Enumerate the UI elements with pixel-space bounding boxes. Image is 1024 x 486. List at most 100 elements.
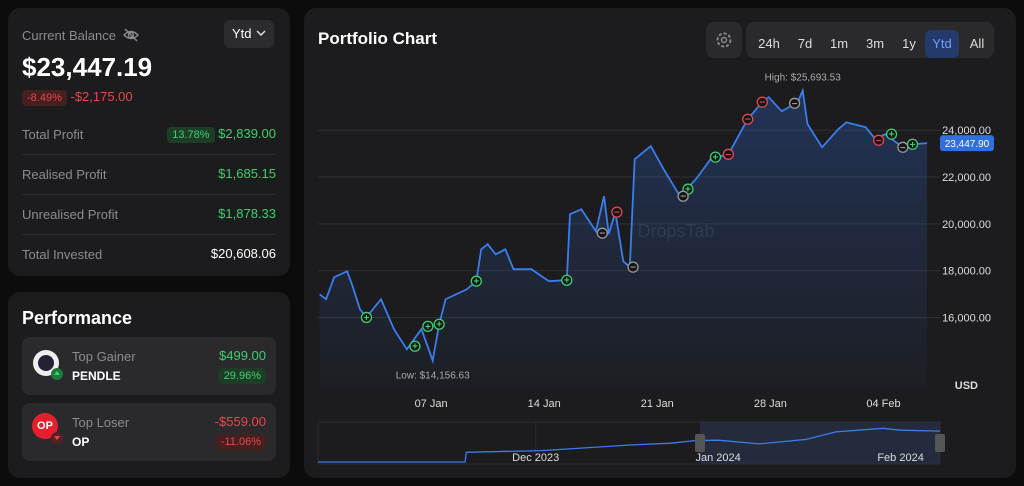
area: [319, 90, 928, 390]
metric-row: Total Profit 13.78% $2,839.00: [22, 114, 276, 155]
asset-name: OP: [72, 435, 90, 449]
trade-symbol: +: [713, 153, 719, 164]
card-value: $499.00: [219, 348, 266, 363]
range-button[interactable]: 24h: [758, 36, 780, 51]
trade-marker: [433, 318, 445, 330]
card-label: Top Loser: [72, 415, 130, 430]
metric-badge: 13.78%: [167, 127, 215, 143]
trade-symbol: −: [680, 192, 686, 203]
trade-marker: [360, 311, 373, 324]
annotation: Low: $14,156.63: [396, 371, 470, 382]
navigator-label: Dec 2023: [512, 452, 559, 464]
trade-marker: [561, 274, 573, 286]
trade-marker: [722, 148, 735, 160]
metric-value: $20,608.06: [210, 246, 276, 261]
trade-symbol: −: [876, 136, 882, 147]
metric-value: $2,839.00: [218, 126, 276, 141]
y-tick-label: 24,000.00: [942, 125, 991, 137]
navigator-window: [700, 422, 940, 464]
metric-row: Realised Profit $1,685.15: [22, 154, 276, 195]
trade-marker: [409, 340, 421, 352]
metric-label: Total Profit: [22, 127, 84, 142]
gear-icon: [716, 32, 732, 48]
performance-panel: Performance Top Gainer PENDLE $499.00 29…: [8, 292, 290, 478]
range-button[interactable]: All: [969, 36, 985, 51]
card-value: -$559.00: [214, 414, 266, 429]
navigator-line: [318, 427, 941, 463]
trade-symbol: −: [614, 208, 620, 219]
trade-symbol: +: [889, 130, 895, 141]
metric-value: $1,685.15: [218, 166, 276, 181]
asset-name: PENDLE: [72, 369, 121, 383]
metric-row: Unrealised Profit $1,878.33: [22, 194, 276, 235]
asset-icon: [33, 350, 63, 380]
range-button[interactable]: 1y: [902, 36, 916, 51]
trade-marker: [742, 113, 754, 125]
trade-marker: [756, 96, 768, 108]
trade-symbol: −: [745, 115, 751, 126]
trade-marker: [885, 128, 898, 140]
chevron: [256, 30, 266, 37]
price-tag-label: 23,447.90: [945, 139, 990, 150]
metric-value: $1,878.33: [218, 206, 276, 221]
trade-symbol: −: [900, 143, 906, 154]
metric-label: Total Invested: [22, 247, 103, 262]
trade-symbol: +: [425, 322, 431, 333]
down-icon: [51, 432, 63, 444]
x-tick-label: 14 Jan: [528, 398, 561, 410]
balance-panel: Current Balance Ytd $23,447.19 -8.49% -$…: [8, 8, 290, 276]
trade-marker: [627, 261, 639, 273]
hide-icon[interactable]: [122, 27, 140, 43]
trade-symbol: +: [473, 277, 479, 288]
trade-symbol: +: [412, 342, 418, 353]
y-tick-label: 16,000.00: [942, 312, 991, 324]
range-button[interactable]: 3m: [865, 36, 885, 51]
trade-marker: [596, 227, 608, 239]
navigator-label: Feb 2024: [877, 452, 923, 464]
trade-symbol: −: [630, 263, 636, 274]
trade-symbol: −: [599, 229, 605, 240]
metric-row: Total Invested $20,608.06: [22, 234, 276, 274]
change-pct: -8.49%: [22, 90, 67, 106]
change-value: -$2,175.00: [70, 89, 133, 104]
trade-symbol: −: [725, 150, 731, 161]
period-dropdown[interactable]: Ytd: [224, 20, 274, 48]
trade-marker: [788, 97, 801, 109]
performance-title: Performance: [22, 308, 133, 328]
gainer-card[interactable]: Top Gainer PENDLE $499.00 29.96%: [22, 337, 276, 395]
settings-button[interactable]: [706, 22, 742, 58]
trade-marker: [677, 190, 689, 202]
trade-symbol: +: [564, 276, 570, 287]
balance-amount: $23,447.19: [22, 52, 153, 82]
trade-marker: [897, 141, 909, 153]
trade-symbol: +: [436, 320, 442, 331]
trade-marker: [872, 134, 885, 146]
range-button[interactable]: 1m: [829, 36, 849, 51]
line: [319, 87, 928, 365]
balance-title: Current Balance: [22, 28, 116, 43]
y-tick-label: 18,000.00: [942, 266, 991, 278]
metric-label: Unrealised Profit: [22, 207, 119, 222]
range-button[interactable]: 7d: [797, 36, 813, 51]
trade-marker: [611, 206, 623, 218]
annotation: High: $25,693.53: [765, 73, 842, 84]
y-tick-label: 22,000.00: [942, 172, 991, 184]
trade-marker: [422, 320, 434, 332]
navigator-handle: [935, 434, 945, 452]
x-tick-label: 21 Jan: [641, 398, 674, 410]
navigator-handle: [695, 434, 705, 452]
x-tick-label: 04 Feb: [866, 398, 900, 410]
loser-card[interactable]: OP Top Loser OP -$559.00 -11.06%: [22, 403, 276, 461]
range-button[interactable]: Ytd: [925, 30, 959, 58]
price-tag: [940, 135, 994, 152]
card-label: Top Gainer: [72, 349, 136, 364]
metric-label: Realised Profit: [22, 167, 107, 182]
asset-icon: OP: [32, 413, 58, 439]
card-pct: -11.06%: [215, 434, 266, 450]
y-tick-label: 20,000.00: [942, 219, 991, 231]
chart-title: Portfolio Chart: [318, 29, 437, 48]
trade-marker: [709, 151, 722, 163]
x-tick-label: 28 Jan: [754, 398, 787, 410]
